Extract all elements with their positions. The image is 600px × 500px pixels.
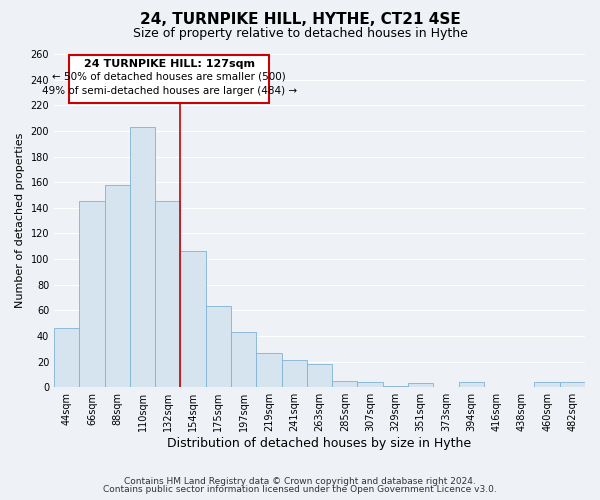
- Text: Contains HM Land Registry data © Crown copyright and database right 2024.: Contains HM Land Registry data © Crown c…: [124, 477, 476, 486]
- Bar: [104, 184, 130, 387]
- Bar: [155, 202, 181, 387]
- Bar: [181, 252, 206, 387]
- Bar: [281, 360, 307, 387]
- Bar: [231, 332, 256, 387]
- Text: ← 50% of detached houses are smaller (500): ← 50% of detached houses are smaller (50…: [52, 72, 286, 82]
- Bar: [130, 127, 155, 387]
- Text: Size of property relative to detached houses in Hythe: Size of property relative to detached ho…: [133, 28, 467, 40]
- Text: 24, TURNPIKE HILL, HYTHE, CT21 4SE: 24, TURNPIKE HILL, HYTHE, CT21 4SE: [140, 12, 460, 28]
- X-axis label: Distribution of detached houses by size in Hythe: Distribution of detached houses by size …: [167, 437, 472, 450]
- Text: Contains public sector information licensed under the Open Government Licence v3: Contains public sector information licen…: [103, 485, 497, 494]
- Bar: [560, 382, 585, 387]
- Bar: [79, 202, 104, 387]
- FancyBboxPatch shape: [69, 56, 269, 102]
- Bar: [408, 384, 433, 387]
- Bar: [307, 364, 332, 387]
- Bar: [535, 382, 560, 387]
- Bar: [358, 382, 383, 387]
- Bar: [256, 352, 281, 387]
- Text: 49% of semi-detached houses are larger (484) →: 49% of semi-detached houses are larger (…: [41, 86, 296, 96]
- Bar: [383, 386, 408, 387]
- Bar: [458, 382, 484, 387]
- Bar: [206, 306, 231, 387]
- Bar: [332, 381, 358, 387]
- Text: 24 TURNPIKE HILL: 127sqm: 24 TURNPIKE HILL: 127sqm: [83, 59, 254, 69]
- Y-axis label: Number of detached properties: Number of detached properties: [15, 133, 25, 308]
- Bar: [54, 328, 79, 387]
